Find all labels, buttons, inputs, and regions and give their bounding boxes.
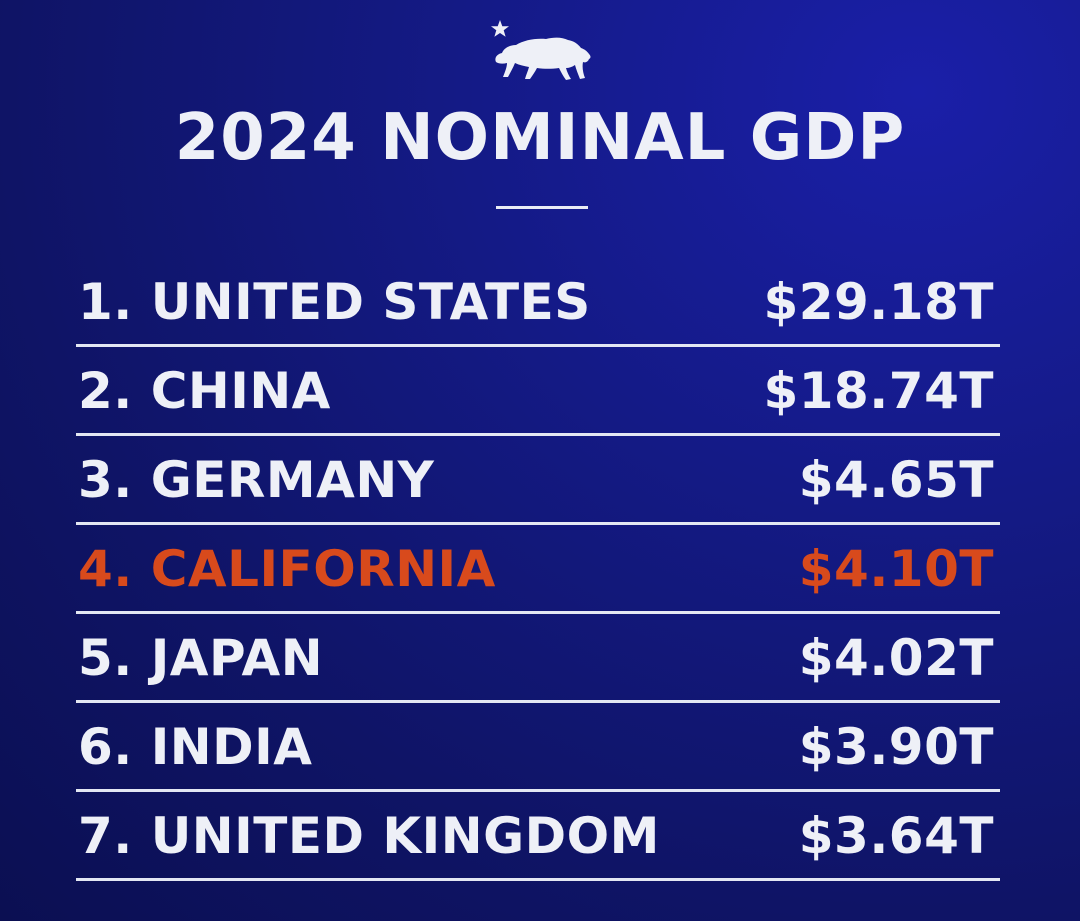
- table-row: 7. UNITED KINGDOM $3.64T: [76, 792, 1000, 881]
- row-value: $18.74T: [763, 362, 994, 420]
- title-divider: [496, 206, 588, 209]
- row-name: 1. UNITED STATES: [78, 273, 591, 331]
- table-row: 1. UNITED STATES $29.18T: [76, 258, 1000, 347]
- table-row: 2. CHINA $18.74T: [76, 347, 1000, 436]
- row-name: 4. CALIFORNIA: [78, 540, 496, 598]
- row-name: 2. CHINA: [78, 362, 331, 420]
- table-row: 4. CALIFORNIA $4.10T: [76, 525, 1000, 614]
- row-value: $4.65T: [798, 451, 994, 509]
- table-row: 5. JAPAN $4.02T: [76, 614, 1000, 703]
- row-value: $29.18T: [763, 273, 994, 331]
- row-value: $4.10T: [798, 540, 994, 598]
- row-name: 5. JAPAN: [78, 629, 324, 687]
- row-value: $3.90T: [798, 718, 994, 776]
- chart-title: 2024 NOMINAL GDP: [174, 101, 906, 175]
- gdp-ranking-list: 1. UNITED STATES $29.18T 2. CHINA $18.74T 3.…: [76, 258, 1000, 881]
- row-name: 6. INDIA: [78, 718, 313, 776]
- row-name: 7. UNITED KINGDOM: [78, 807, 660, 865]
- table-row: 3. GERMANY $4.65T: [76, 436, 1000, 525]
- row-value: $4.02T: [798, 629, 994, 687]
- row-value: $3.64T: [798, 807, 994, 865]
- row-name: 3. GERMANY: [78, 451, 435, 509]
- california-bear-star-icon: [491, 20, 591, 80]
- table-row: 6. INDIA $3.90T: [76, 703, 1000, 792]
